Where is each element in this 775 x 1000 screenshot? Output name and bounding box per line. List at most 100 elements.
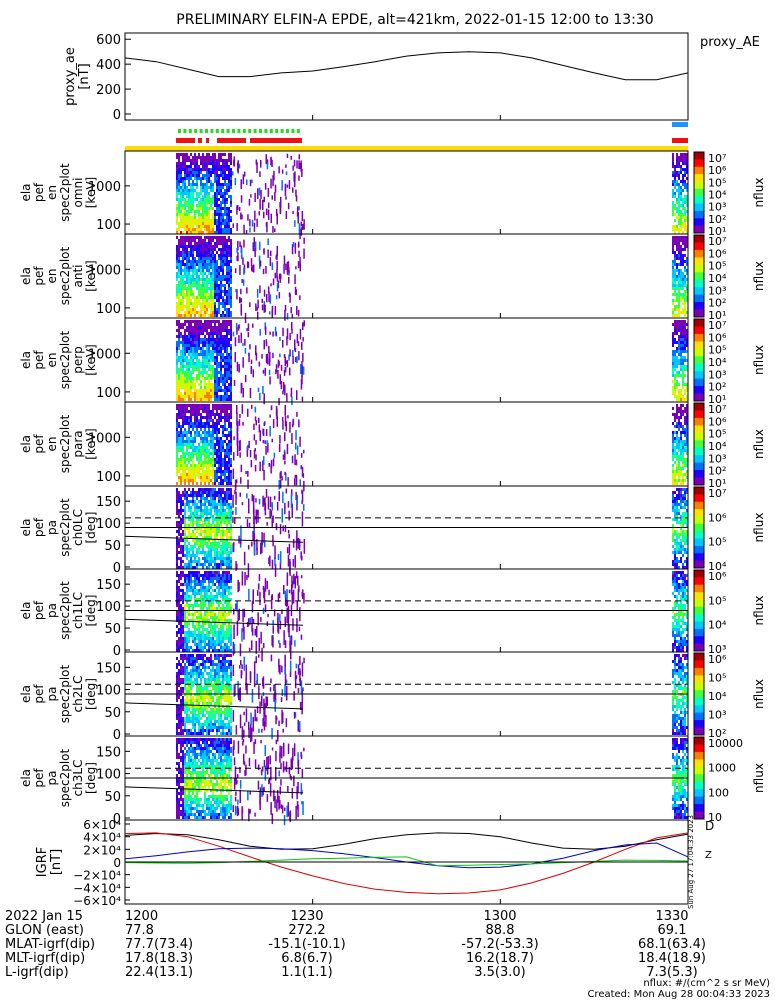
spectrogram-cell [684, 542, 686, 545]
spectrogram-cell [202, 395, 204, 398]
spectrogram-cell [196, 269, 198, 272]
spectrogram-cell [228, 231, 230, 234]
spectrogram-cell [218, 416, 220, 419]
spectrogram-cell [180, 377, 182, 380]
spectrogram-cell [202, 497, 204, 500]
spectrogram-cell [188, 299, 190, 302]
spectrogram-cell [206, 404, 208, 407]
spectrogram-cell [176, 365, 178, 368]
spectrogram-cell [216, 266, 218, 269]
spectrogram-cell [186, 473, 188, 476]
spectrogram-cell [212, 350, 214, 353]
spectrogram-cell [684, 347, 686, 350]
spectrogram-cell [222, 296, 224, 299]
spectrogram-cell [186, 293, 188, 296]
spectrogram-cell [176, 353, 178, 356]
spectrogram-cell [194, 440, 196, 443]
spectrogram-cell [198, 557, 200, 560]
spectrogram-cell [212, 344, 214, 347]
spectrogram-cell [216, 239, 218, 242]
spectrogram-cell [684, 225, 686, 228]
spectrogram-cell [182, 437, 184, 440]
spectrogram-cell [674, 332, 676, 335]
spectrogram-cell [678, 293, 680, 296]
spectrogram-cell [278, 292, 281, 299]
spectrogram-cell [251, 265, 253, 272]
spectrogram-cell [222, 374, 224, 377]
spectrogram-cell [672, 509, 674, 512]
spectrogram-cell [180, 434, 182, 437]
spectrogram-cell [192, 329, 194, 332]
spectrogram-cell [226, 518, 228, 521]
spectrogram-cell [678, 278, 680, 281]
spectrogram-cell [214, 407, 216, 410]
spectrogram-cell [210, 174, 212, 177]
spectrogram-cell [192, 263, 194, 266]
spectrogram-cell [194, 416, 196, 419]
spectrogram-cell [263, 422, 265, 426]
spectrogram-cell [206, 443, 208, 446]
spectrogram-cell [182, 461, 184, 464]
spectrogram-cell [672, 407, 674, 410]
spectrogram-cell [212, 458, 214, 461]
spectrogram-cell [680, 248, 682, 251]
spectrogram-cell [216, 183, 218, 186]
spectrogram-cell [226, 566, 228, 569]
spectrogram-cell [208, 473, 210, 476]
spectrogram-cell [206, 326, 208, 329]
spectrogram-cell [182, 625, 184, 628]
spectrogram-cell [680, 491, 682, 494]
spectrogram-cell [180, 476, 182, 479]
spectrogram-cell [218, 362, 220, 365]
spectrogram-cell [176, 491, 178, 494]
spectrogram-cell [182, 566, 184, 569]
spectrogram-cell [216, 545, 218, 548]
spectrogram-cell [269, 311, 271, 315]
spectrogram-cell [230, 228, 232, 231]
spectrogram-cell [180, 239, 182, 242]
spectrogram-cell [202, 210, 204, 213]
spectrogram-cell [224, 515, 226, 518]
spectrogram-cell [180, 610, 182, 613]
spectrogram-cell [254, 406, 257, 413]
spectrogram-cell [192, 332, 194, 335]
spectrogram-cell [251, 541, 253, 547]
spectrogram-cell [686, 332, 688, 335]
spectrogram-cell [224, 464, 226, 467]
spectrogram-cell [224, 263, 226, 266]
spectrogram-cell [210, 248, 212, 251]
spectrogram-cell [674, 228, 676, 231]
spectrogram-cell [684, 461, 686, 464]
spectrogram-cell [210, 245, 212, 248]
spectrogram-cell [208, 174, 210, 177]
spectrogram-cell [224, 225, 226, 228]
spectrogram-cell [188, 470, 190, 473]
spectrogram-cell [256, 547, 258, 555]
spectrogram-cell [182, 350, 184, 353]
spectrogram-cell [220, 506, 222, 509]
spectrogram-cell [196, 299, 198, 302]
spectrogram-cell [682, 362, 684, 365]
spectrogram-cell [210, 515, 212, 518]
spectrogram-cell [222, 464, 224, 467]
spectrogram-cell [202, 407, 204, 410]
spectrogram-cell [206, 177, 208, 180]
spectrogram-cell [180, 380, 182, 383]
spectrogram-cell [263, 339, 265, 350]
spectrogram-cell [224, 192, 226, 195]
spectrogram-cell [224, 533, 226, 536]
spectrogram-cell [200, 509, 202, 512]
spectrogram-cell [686, 195, 688, 198]
spectrogram-cell [192, 566, 194, 569]
spectrogram-cell [676, 425, 678, 428]
spectrogram-cell [686, 186, 688, 189]
spectrogram-cell [228, 389, 230, 392]
spectrogram-cell [672, 239, 674, 242]
spectrogram-cell [220, 201, 222, 204]
spectrogram-cell [184, 458, 186, 461]
spectrogram-cell [686, 533, 688, 536]
spectrogram-cell [188, 335, 190, 338]
spectrogram-cell [682, 545, 684, 548]
spectrogram-cell [674, 242, 676, 245]
spectrogram-cell [676, 500, 678, 503]
